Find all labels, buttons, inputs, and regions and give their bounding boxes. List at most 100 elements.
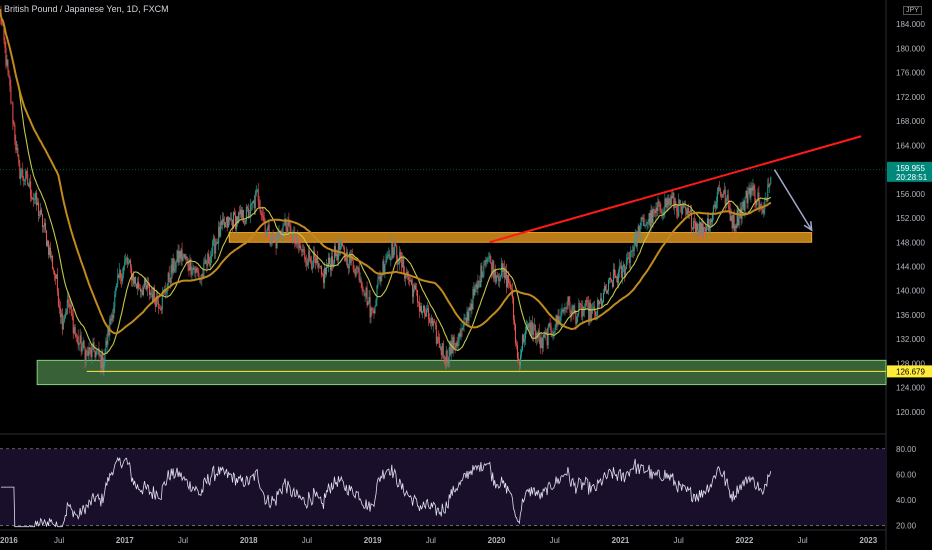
candle-body [744, 197, 746, 211]
candle-body [457, 340, 459, 346]
candle-body [536, 332, 538, 338]
candle-body [701, 223, 703, 237]
rsi-axis[interactable]: 20.00 40.00 60.00 80.00 [896, 445, 917, 531]
candle-body [640, 217, 642, 226]
candle-body [553, 331, 555, 334]
time-axis[interactable]: 2016 Jul 2017 Jul 2018 Jul 2019 Jul 2020 Jul 2021 J… [0, 536, 878, 545]
candle-body [528, 322, 530, 328]
candle-body [41, 209, 43, 215]
candle-body [636, 231, 638, 247]
candle-body [554, 327, 556, 332]
candle-body [69, 304, 71, 307]
candle-body [374, 306, 376, 314]
candle-body [680, 205, 682, 206]
candle-body [104, 352, 106, 363]
candle-body [657, 201, 659, 211]
candle-body [284, 218, 286, 225]
candle-body [612, 269, 614, 287]
candle-body [509, 282, 511, 285]
candle-body [442, 343, 444, 357]
candle-body [216, 242, 218, 244]
candle-body [195, 267, 197, 274]
rsi-tick-label: 60.00 [896, 470, 917, 479]
candle-body [143, 279, 145, 288]
candle-body [176, 250, 178, 261]
candle-body [47, 240, 49, 255]
candle-body [545, 332, 547, 333]
candle-body [708, 225, 710, 231]
candle-body [408, 276, 410, 280]
candle-body [535, 332, 537, 340]
candle-body [660, 210, 662, 212]
candle-body [79, 335, 81, 343]
candle-body [17, 147, 19, 156]
candle-body [131, 267, 133, 281]
candle-body [188, 266, 190, 271]
candle-body [491, 262, 493, 275]
ma-slow-line [0, 8, 772, 335]
candle-body [656, 207, 658, 211]
candle-body [226, 216, 228, 223]
candle-body [718, 187, 720, 189]
candle-body [598, 300, 600, 305]
candle-body [736, 210, 738, 228]
candle-body [687, 208, 689, 215]
candle-body [148, 284, 150, 295]
support-price-tag [887, 365, 932, 378]
candle-body [514, 324, 516, 344]
candle-body [746, 190, 748, 204]
candle-body [59, 308, 61, 318]
candle-body [89, 347, 91, 350]
candle-body [583, 306, 585, 311]
candle-body [661, 211, 663, 214]
candle-body [29, 181, 31, 187]
candle-body [726, 194, 728, 199]
candle-body [411, 280, 413, 285]
candle-body [391, 242, 393, 260]
candle-body [80, 335, 82, 352]
candle-body [568, 296, 570, 303]
candle-body [529, 322, 531, 336]
candle-body [48, 247, 50, 255]
candle-body [96, 350, 98, 352]
candle-body [456, 342, 458, 346]
candle-body [436, 337, 438, 344]
candle-body [590, 302, 592, 320]
candle-body [183, 254, 185, 258]
candle-body [672, 192, 674, 199]
price-tick-label: 172.000 [896, 93, 925, 102]
candle-body [688, 208, 690, 213]
candle-body [5, 48, 7, 66]
candle-body [240, 209, 242, 218]
candle-body [348, 253, 350, 269]
candle-body [715, 202, 717, 208]
candle-body [487, 258, 489, 260]
candle-body [51, 255, 53, 269]
candle-body [673, 192, 675, 208]
candle-body [654, 210, 656, 214]
candle-body [454, 346, 456, 349]
candle-body [414, 285, 416, 289]
candle-body [358, 267, 360, 281]
candle-body [139, 288, 141, 292]
candle-body [325, 267, 327, 275]
candle-body [603, 292, 605, 302]
candle-body [757, 192, 759, 201]
candle-body [174, 268, 176, 272]
candle-body [597, 300, 599, 316]
candle-body [90, 349, 92, 358]
candle-body [103, 362, 105, 372]
candle-body [505, 270, 507, 278]
candle-body [2, 25, 4, 27]
candle-body [689, 211, 691, 213]
candle-body [75, 333, 77, 337]
candle-body [546, 332, 548, 346]
candle-body [663, 211, 665, 214]
rising-trendline [489, 135, 862, 244]
candle-body [282, 226, 284, 238]
countdown-label: 20:28:51 [896, 173, 928, 182]
candle-body [302, 249, 304, 252]
candle-body [257, 189, 259, 202]
